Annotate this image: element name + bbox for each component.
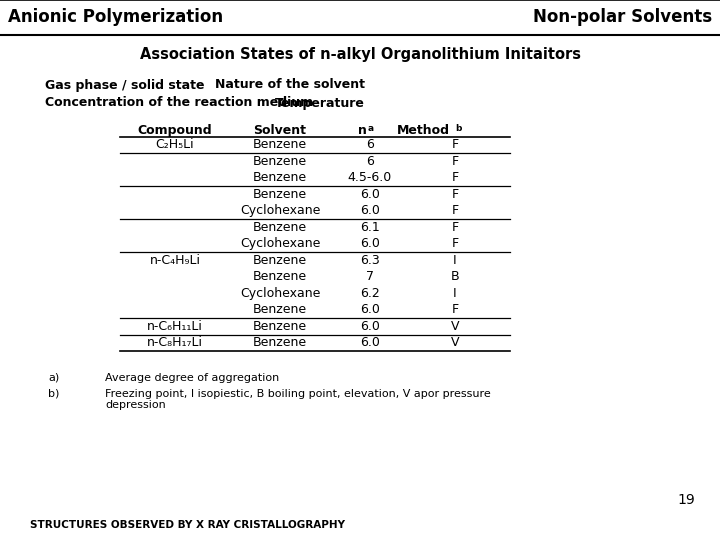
Text: Benzene: Benzene <box>253 188 307 201</box>
Text: Compound: Compound <box>138 124 212 137</box>
Text: depression: depression <box>105 400 166 410</box>
Bar <box>0 0 720 35</box>
Text: V: V <box>451 336 459 349</box>
Text: F: F <box>451 237 459 250</box>
Text: Benzene: Benzene <box>253 336 307 349</box>
Text: Benzene: Benzene <box>253 171 307 184</box>
Text: 4.5-6.0: 4.5-6.0 <box>348 171 392 184</box>
Text: 6.0: 6.0 <box>360 303 380 316</box>
Text: F: F <box>451 221 459 234</box>
Text: I: I <box>453 287 456 300</box>
Text: Gas phase / solid state: Gas phase / solid state <box>45 78 204 91</box>
Text: Cyclohexane: Cyclohexane <box>240 287 320 300</box>
Text: a): a) <box>48 373 59 383</box>
Text: 7: 7 <box>366 270 374 284</box>
Text: Average degree of aggregation: Average degree of aggregation <box>105 373 279 383</box>
Text: Benzene: Benzene <box>253 221 307 234</box>
Text: n-C₆H₁₁Li: n-C₆H₁₁Li <box>147 320 203 333</box>
Text: n-C₈H₁₇Li: n-C₈H₁₇Li <box>147 336 203 349</box>
Text: Association States of n-alkyl Organolithium Initaitors: Association States of n-alkyl Organolith… <box>140 48 580 63</box>
Text: Freezing point, I isopiestic, B boiling point, elevation, V apor pressure: Freezing point, I isopiestic, B boiling … <box>105 389 491 399</box>
Text: n-C₄H₉Li: n-C₄H₉Li <box>150 254 200 267</box>
Text: F: F <box>451 155 459 168</box>
Text: Cyclohexane: Cyclohexane <box>240 237 320 250</box>
Text: 6.0: 6.0 <box>360 188 380 201</box>
Text: F: F <box>451 171 459 184</box>
Text: Temperature: Temperature <box>275 97 365 110</box>
Text: 6.0: 6.0 <box>360 320 380 333</box>
Text: 6.1: 6.1 <box>360 221 380 234</box>
Text: Benzene: Benzene <box>253 303 307 316</box>
Text: 6: 6 <box>366 138 374 151</box>
Text: F: F <box>451 204 459 217</box>
Text: b: b <box>456 124 462 133</box>
Text: STRUCTURES OBSERVED BY X RAY CRISTALLOGRAPHY: STRUCTURES OBSERVED BY X RAY CRISTALLOGR… <box>30 520 345 530</box>
Text: 6.0: 6.0 <box>360 336 380 349</box>
Text: b): b) <box>48 389 59 399</box>
Text: Anionic Polymerization: Anionic Polymerization <box>8 9 223 26</box>
Text: B: B <box>451 270 459 284</box>
Text: Concentration of the reaction medium: Concentration of the reaction medium <box>45 97 313 110</box>
Text: Cyclohexane: Cyclohexane <box>240 204 320 217</box>
Text: Benzene: Benzene <box>253 254 307 267</box>
Text: V: V <box>451 320 459 333</box>
Text: F: F <box>451 303 459 316</box>
Text: 6.0: 6.0 <box>360 204 380 217</box>
Text: 6.2: 6.2 <box>360 287 380 300</box>
Text: Benzene: Benzene <box>253 138 307 151</box>
Text: 6.0: 6.0 <box>360 237 380 250</box>
Text: C₂H₅Li: C₂H₅Li <box>156 138 194 151</box>
Text: I: I <box>453 254 456 267</box>
Text: Benzene: Benzene <box>253 320 307 333</box>
Text: F: F <box>451 138 459 151</box>
Text: Benzene: Benzene <box>253 155 307 168</box>
Text: 6: 6 <box>366 155 374 168</box>
Text: Nature of the solvent: Nature of the solvent <box>215 78 365 91</box>
Text: n: n <box>358 124 367 137</box>
Text: 6.3: 6.3 <box>360 254 380 267</box>
Text: Benzene: Benzene <box>253 270 307 284</box>
Text: 19: 19 <box>678 493 695 507</box>
Text: a: a <box>368 124 374 133</box>
Text: Non-polar Solvents: Non-polar Solvents <box>533 9 712 26</box>
Text: Method: Method <box>397 124 450 137</box>
Text: F: F <box>451 188 459 201</box>
Text: Solvent: Solvent <box>253 124 307 137</box>
